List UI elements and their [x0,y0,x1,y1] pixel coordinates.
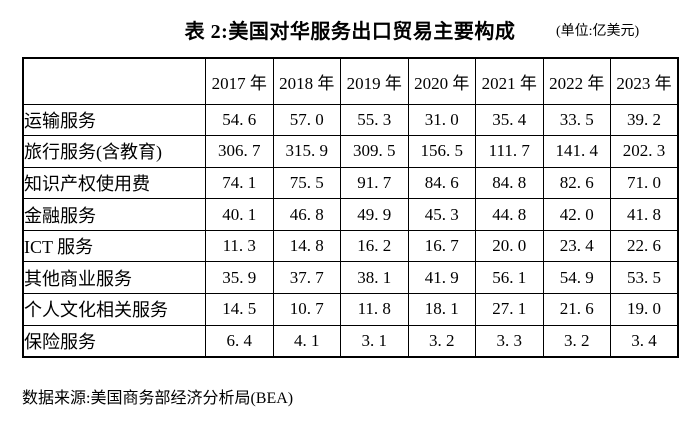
year-column-header: 2020 年 [407,57,476,105]
value-cell: 10. 7 [272,293,341,326]
value-cell: 6. 4 [205,324,274,358]
value-cell: 306. 7 [205,135,274,168]
value-cell: 19. 0 [610,293,679,326]
row-label: 个人文化相关服务 [22,293,206,326]
value-cell: 54. 6 [205,103,274,137]
row-label: 运输服务 [22,103,206,137]
value-cell: 27. 1 [475,293,544,326]
table-header-row: 2017 年 2018 年 2019 年 2020 年 2021 年 2022 年 2023… [22,57,679,105]
value-cell: 84. 8 [475,166,544,200]
row-label: 保险服务 [22,324,206,358]
value-cell: 44. 8 [475,198,544,231]
row-label: 其他商业服务 [22,261,206,295]
value-cell: 3. 2 [407,324,476,358]
table-row: 个人文化相关服务 14. 5 10. 7 11. 8 18. 1 27. 1 21. 6 19… [22,293,679,326]
table-row: 知识产权使用费 74. 1 75. 5 91. 7 84. 6 84. 8 82. 6 71.… [22,166,679,200]
value-cell: 49. 9 [340,198,409,231]
value-cell: 41. 8 [610,198,679,231]
value-cell: 3. 2 [542,324,611,358]
year-column-header: 2018 年 [272,57,341,105]
row-label: 金融服务 [22,198,206,231]
value-cell: 3. 4 [610,324,679,358]
value-cell: 54. 9 [542,261,611,295]
year-column-header: 2023 年 [610,57,679,105]
value-cell: 31. 0 [407,103,476,137]
value-cell: 35. 4 [475,103,544,137]
value-cell: 46. 8 [272,198,341,231]
value-cell: 3. 3 [475,324,544,358]
value-cell: 11. 8 [340,293,409,326]
value-cell: 55. 3 [340,103,409,137]
value-cell: 4. 1 [272,324,341,358]
value-cell: 42. 0 [542,198,611,231]
unit-note: (单位:亿美元) [556,24,640,39]
row-label: 旅行服务(含教育) [22,135,206,168]
value-cell: 53. 5 [610,261,679,295]
value-cell: 111. 7 [475,135,544,168]
value-cell: 91. 7 [340,166,409,200]
value-cell: 84. 6 [407,166,476,200]
value-cell: 156. 5 [407,135,476,168]
source-note: 数据来源:美国商务部经济分析局(BEA) [22,389,294,407]
value-cell: 74. 1 [205,166,274,200]
table-row: 运输服务 54. 6 57. 0 55. 3 31. 0 35. 4 33. 5 39. 2 [22,103,679,137]
value-cell: 37. 7 [272,261,341,295]
year-column-header: 2019 年 [340,57,409,105]
value-cell: 11. 3 [205,229,274,263]
value-cell: 23. 4 [542,229,611,263]
value-cell: 3. 1 [340,324,409,358]
value-cell: 202. 3 [610,135,679,168]
value-cell: 39. 2 [610,103,679,137]
year-column-header: 2017 年 [205,57,274,105]
value-cell: 45. 3 [407,198,476,231]
year-column-header: 2022 年 [542,57,611,105]
corner-cell [22,57,206,105]
value-cell: 33. 5 [542,103,611,137]
value-cell: 20. 0 [475,229,544,263]
year-column-header: 2021 年 [475,57,544,105]
value-cell: 56. 1 [475,261,544,295]
row-label: ICT 服务 [22,229,206,263]
value-cell: 38. 1 [340,261,409,295]
value-cell: 21. 6 [542,293,611,326]
table-row: 金融服务 40. 1 46. 8 49. 9 45. 3 44. 8 42. 0 41. 8 [22,198,679,231]
table-row: 其他商业服务 35. 9 37. 7 38. 1 41. 9 56. 1 54. 9 53. … [22,261,679,295]
value-cell: 141. 4 [542,135,611,168]
value-cell: 41. 9 [407,261,476,295]
value-cell: 14. 5 [205,293,274,326]
value-cell: 57. 0 [272,103,341,137]
value-cell: 71. 0 [610,166,679,200]
value-cell: 75. 5 [272,166,341,200]
value-cell: 40. 1 [205,198,274,231]
value-cell: 16. 2 [340,229,409,263]
table-row: 保险服务 6. 4 4. 1 3. 1 3. 2 3. 3 3. 2 3. 4 [22,324,679,358]
row-label: 知识产权使用费 [22,166,206,200]
value-cell: 35. 9 [205,261,274,295]
page-title: 表 2:美国对华服务出口贸易主要构成 [184,21,516,43]
title-row: 表 2:美国对华服务出口贸易主要构成 (单位:亿美元) [0,0,700,57]
services-export-table: 2017 年 2018 年 2019 年 2020 年 2021 年 2022 年 2023… [22,57,679,358]
value-cell: 309. 5 [340,135,409,168]
table-row: ICT 服务 11. 3 14. 8 16. 2 16. 7 20. 0 23. 4 22. … [22,229,679,263]
value-cell: 16. 7 [407,229,476,263]
value-cell: 315. 9 [272,135,341,168]
value-cell: 14. 8 [272,229,341,263]
value-cell: 22. 6 [610,229,679,263]
value-cell: 18. 1 [407,293,476,326]
value-cell: 82. 6 [542,166,611,200]
